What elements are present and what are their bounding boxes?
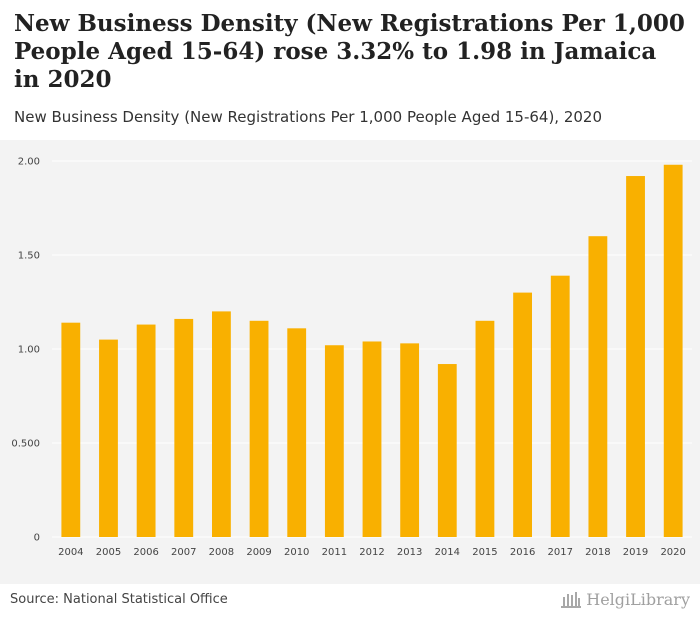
bar [174, 318, 194, 537]
x-tick-label: 2006 [133, 547, 158, 558]
source-note: Source: National Statistical Office [10, 592, 228, 607]
x-tick-label: 2005 [96, 547, 121, 558]
bar [61, 322, 81, 537]
x-tick-label: 2010 [284, 547, 309, 558]
x-tick-label: 2014 [435, 547, 460, 558]
footer [0, 584, 700, 624]
bar [400, 343, 420, 537]
library-icon [561, 592, 582, 608]
x-tick-label: 2013 [397, 547, 422, 558]
y-tick-label: 1.00 [18, 345, 40, 356]
y-tick-label: 1.50 [18, 251, 40, 262]
x-tick-label: 2004 [58, 547, 83, 558]
x-tick-label: 2016 [510, 547, 535, 558]
bar [362, 341, 382, 537]
x-tick-label: 2020 [660, 547, 685, 558]
x-tick-label: 2011 [322, 547, 347, 558]
bar [212, 311, 231, 537]
chart-subtitle: New Business Density (New Registrations … [14, 108, 603, 126]
bar [324, 345, 344, 537]
bar [626, 176, 645, 537]
y-tick-label: 2.00 [18, 157, 40, 168]
bar [437, 364, 457, 537]
brand-name: HelgiLibrary [586, 589, 690, 609]
bar [475, 320, 495, 537]
bar [663, 164, 683, 537]
x-tick-label: 2009 [246, 547, 271, 558]
x-tick-label: 2015 [472, 547, 497, 558]
x-tick-label: 2008 [209, 547, 234, 558]
bar-chart: 0 0.500 1.00 1.50 2.00 2004 2005 2006 2007 2008 20… [11, 157, 692, 558]
y-tick-label: 0.500 [11, 439, 40, 450]
bar [99, 339, 118, 537]
x-tick-label: 2019 [623, 547, 648, 558]
bar [287, 328, 307, 537]
x-tick-label: 2007 [171, 547, 196, 558]
bar [249, 320, 269, 537]
chart-title: New Business Density (New Registrations … [14, 10, 685, 93]
x-tick-label: 2012 [359, 547, 384, 558]
x-tick-label: 2017 [548, 547, 573, 558]
bar [136, 324, 156, 537]
x-tick-label: 2018 [585, 547, 610, 558]
bar [550, 275, 570, 537]
y-tick-label: 0 [34, 533, 40, 544]
brand-logo: HelgiLibrary [560, 589, 690, 609]
bar [588, 236, 608, 537]
bar [513, 292, 532, 537]
